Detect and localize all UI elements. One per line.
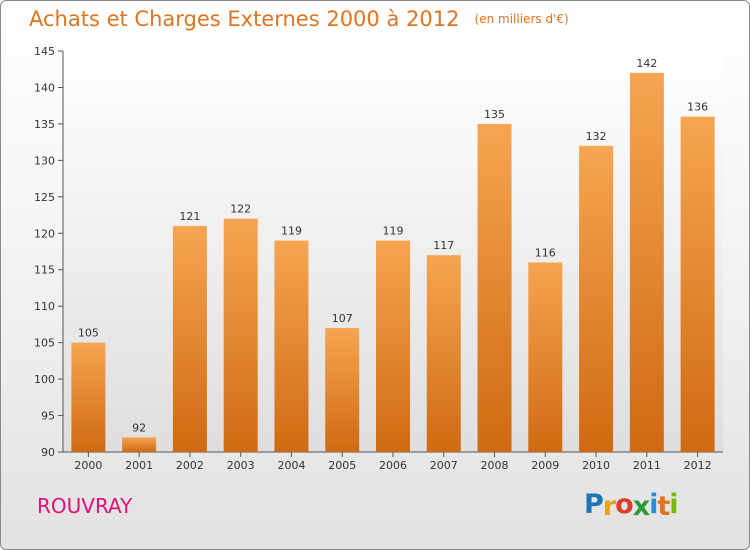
- x-tick-label: 2003: [227, 459, 255, 472]
- brand-letter: P: [584, 489, 604, 520]
- bar-value-label: 136: [687, 101, 708, 114]
- bar: [426, 255, 461, 452]
- brand-letter: t: [657, 491, 670, 522]
- y-tick-label: 140: [34, 81, 55, 94]
- chart-unit: (en milliers d'€): [474, 12, 569, 26]
- x-tick-label: 2001: [125, 459, 153, 472]
- place-name: ROUVRAY: [37, 494, 133, 518]
- bar-value-label: 107: [332, 312, 353, 325]
- x-tick-label: 2011: [633, 459, 661, 472]
- x-tick-label: 2010: [582, 459, 610, 472]
- brand-letter: o: [615, 489, 634, 520]
- bar: [579, 145, 614, 453]
- chart-title: Achats et Charges Externes 2000 à 2012: [29, 7, 460, 31]
- x-tick-label: 2004: [277, 459, 305, 472]
- y-tick-label: 100: [34, 373, 55, 386]
- y-tick-label: 125: [34, 191, 55, 204]
- bar-value-label: 142: [636, 57, 657, 70]
- x-tick-label: 2007: [430, 459, 458, 472]
- bar: [172, 225, 207, 452]
- brand-letter: x: [632, 491, 650, 522]
- brand-letter: i: [669, 489, 678, 520]
- bar: [629, 72, 664, 452]
- bar-value-label: 121: [179, 210, 200, 223]
- bar-value-label: 132: [586, 130, 607, 143]
- bar-value-label: 119: [383, 225, 404, 238]
- x-tick-label: 2008: [481, 459, 509, 472]
- bar-value-label: 92: [132, 421, 146, 434]
- y-tick-label: 110: [34, 300, 55, 313]
- title-block: Achats et Charges Externes 2000 à 2012 (…: [29, 7, 569, 31]
- x-tick-label: 2002: [176, 459, 204, 472]
- y-tick-label: 95: [41, 410, 55, 423]
- x-tick-label: 2012: [684, 459, 712, 472]
- x-tick-label: 2006: [379, 459, 407, 472]
- bar: [122, 437, 157, 452]
- bar-value-label: 135: [484, 108, 505, 121]
- bar: [325, 328, 360, 452]
- x-tick-label: 2005: [328, 459, 356, 472]
- bar: [376, 240, 410, 452]
- bar: [680, 116, 715, 453]
- bar: [528, 262, 563, 452]
- bar-value-label: 119: [281, 225, 302, 238]
- x-tick-label: 2000: [74, 459, 102, 472]
- y-tick-label: 135: [34, 118, 55, 131]
- bar: [71, 342, 106, 452]
- bar: [477, 123, 512, 452]
- brand-logo: Proxiti: [584, 489, 679, 522]
- bar: [274, 240, 309, 452]
- y-tick-label: 90: [41, 446, 55, 459]
- y-tick-label: 145: [34, 45, 55, 58]
- brand-letter: r: [602, 491, 616, 522]
- x-tick-label: 2009: [531, 459, 559, 472]
- y-tick-label: 130: [34, 154, 55, 167]
- brand-letter: i: [649, 489, 658, 520]
- bar-value-label: 105: [78, 327, 99, 340]
- y-tick-label: 105: [34, 337, 55, 350]
- y-tick-label: 120: [34, 227, 55, 240]
- bar-value-label: 117: [433, 239, 454, 252]
- bar-value-label: 122: [230, 203, 251, 216]
- y-tick-label: 115: [34, 264, 55, 277]
- bar: [223, 218, 258, 452]
- bar-value-label: 116: [535, 246, 556, 259]
